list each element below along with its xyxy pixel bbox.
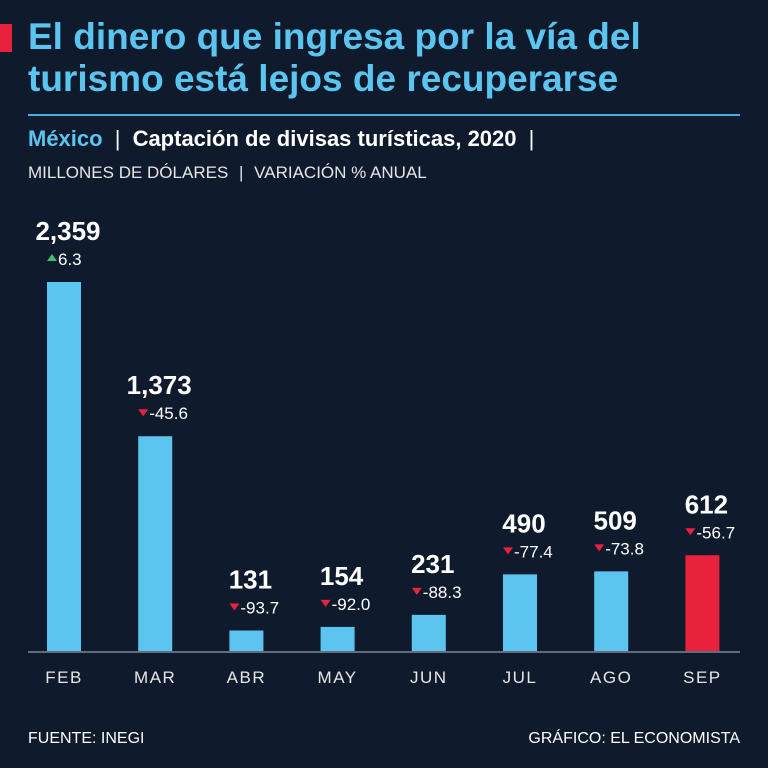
change-label-abr: -93.7 [240, 599, 279, 618]
change-arrow-jun [411, 587, 422, 595]
country-label: México [28, 126, 103, 151]
change-arrow-feb [47, 254, 57, 261]
x-tick-label-abr: ABR [227, 668, 266, 687]
change-arrow-mar [138, 409, 149, 417]
bar-sep [685, 555, 720, 651]
value-label-feb: 2,359 [35, 216, 100, 246]
bar-jun [411, 614, 446, 651]
bar-ago [594, 571, 629, 651]
change-arrow-sep [685, 528, 696, 536]
bar-mar [138, 436, 173, 651]
x-tick-label-jul: JUL [503, 668, 538, 687]
change-label-sep: -56.7 [696, 523, 735, 542]
value-label-ago: 509 [594, 505, 637, 535]
change-arrow-may [320, 599, 331, 607]
value-label-jul: 490 [502, 508, 545, 538]
bar-may [320, 626, 355, 651]
change-label-jul: -77.4 [514, 542, 553, 561]
accent-bar [0, 24, 12, 52]
change-arrow-ago [594, 544, 605, 552]
bar-abr [229, 630, 264, 651]
measure-label: VARIACIÓN % ANUAL [254, 163, 427, 182]
subtitle-separator-end: | [528, 126, 535, 151]
chart-subtitle: México | Captación de divisas turísticas… [28, 126, 540, 152]
x-tick-label-may: MAY [318, 668, 358, 687]
bar-jul [503, 574, 537, 651]
change-arrow-jul [503, 547, 513, 555]
x-tick-label-sep: SEP [683, 668, 722, 687]
title-divider [28, 114, 740, 116]
value-label-may: 154 [320, 561, 364, 591]
units-line: MILLONES DE DÓLARES | VARIACIÓN % ANUAL [28, 163, 427, 183]
change-label-ago: -73.8 [605, 539, 644, 558]
credit-note: GRÁFICO: EL ECONOMISTA [528, 730, 740, 747]
change-label-may: -92.0 [332, 595, 371, 614]
subtitle-text: Captación de divisas turísticas, 2020 [132, 126, 517, 151]
chart-headline: El dinero que ingresa por la vía del tur… [28, 16, 641, 99]
change-label-feb: 6.3 [58, 250, 82, 269]
source-note: FUENTE: INEGI [28, 730, 145, 747]
units-label: MILLONES DE DÓLARES [28, 163, 229, 182]
x-tick-label-ago: AGO [590, 668, 632, 687]
value-label-sep: 612 [685, 489, 728, 519]
x-tick-label-jun: JUN [410, 668, 448, 687]
change-arrow-abr [229, 603, 240, 611]
change-label-jun: -88.3 [423, 583, 462, 602]
units-separator: | [239, 163, 244, 182]
x-tick-label-mar: MAR [134, 668, 176, 687]
value-label-mar: 1,373 [127, 370, 192, 400]
value-label-jun: 231 [411, 549, 454, 579]
subtitle-separator: | [114, 126, 121, 151]
x-tick-label-feb: FEB [45, 668, 83, 687]
value-label-abr: 131 [229, 565, 272, 595]
change-label-mar: -45.6 [149, 404, 188, 423]
bar-feb [47, 282, 81, 651]
